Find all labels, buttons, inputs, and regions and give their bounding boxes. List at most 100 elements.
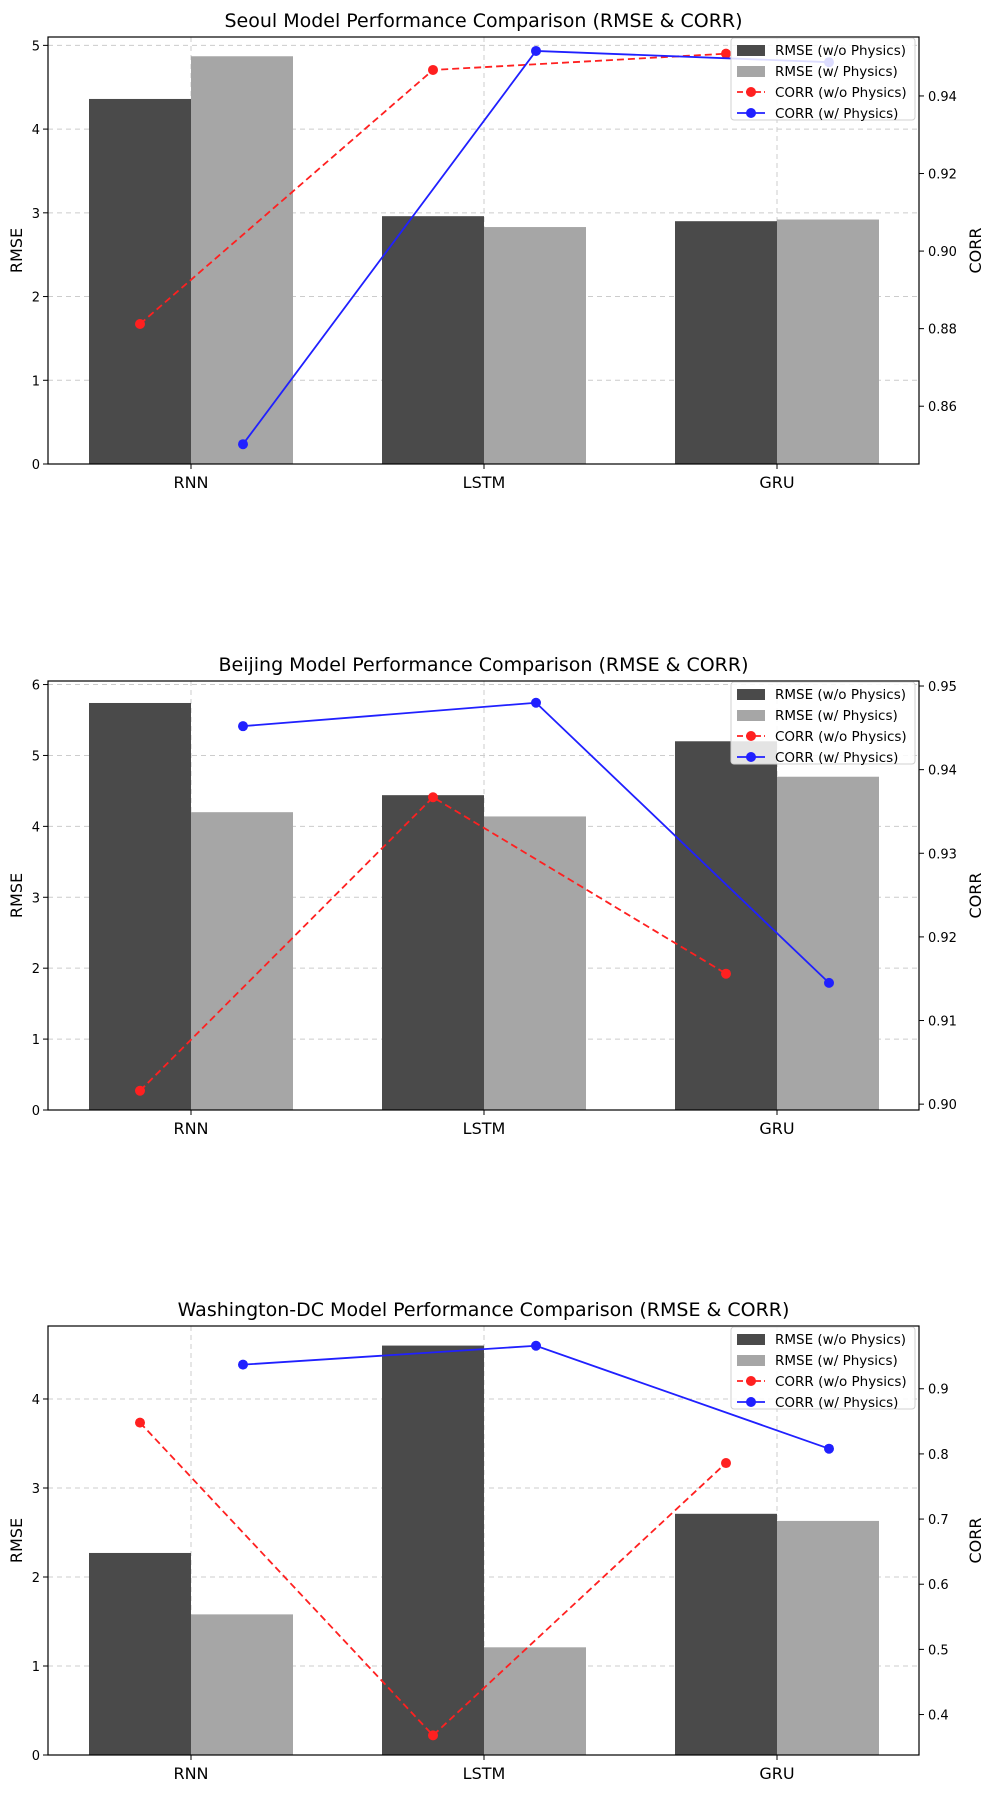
x-tick-label: RNN <box>173 1119 208 1138</box>
legend-marker <box>746 1397 756 1407</box>
x-tick-label: LSTM <box>463 1764 506 1783</box>
y2-tick-label: 0.94 <box>928 90 957 105</box>
legend-marker <box>746 87 756 97</box>
y2-axis-label: CORR <box>966 1518 985 1564</box>
y2-tick-label: 0.86 <box>928 400 957 415</box>
chart-panel-3: Washington-DC Model Performance Comparis… <box>7 1299 985 1783</box>
y-tick-label: 0 <box>32 1749 40 1764</box>
y2-tick-label: 0.8 <box>928 1448 949 1463</box>
legend-swatch <box>737 1334 765 1345</box>
x-tick-label: GRU <box>759 1764 794 1783</box>
x-tick-label: RNN <box>173 1764 208 1783</box>
point-corr-with-physics-gru <box>824 1443 834 1454</box>
line-corr-without-physics <box>139 796 727 1092</box>
y-tick-label: 4 <box>32 123 40 138</box>
legend-label: CORR (w/ Physics) <box>775 106 898 122</box>
y2-tick-label: 0.4 <box>928 1709 949 1724</box>
point-corr-with-physics-rnn <box>238 721 248 732</box>
bar-rmse-without-physics-rnn <box>89 702 191 1110</box>
y2-tick-label: 0.95 <box>928 680 957 695</box>
legend-box <box>730 37 916 121</box>
y2-tick-label: 0.90 <box>928 1098 957 1113</box>
legend-label: RMSE (w/o Physics) <box>775 43 906 59</box>
y-tick-label: 1 <box>32 1033 40 1048</box>
point-corr-with-physics-rnn <box>238 1359 248 1370</box>
legend-swatch <box>737 710 765 721</box>
x-tick-label: GRU <box>759 473 794 492</box>
bar-rmse-with-physics-gru <box>777 776 879 1110</box>
bar-rmse-without-physics-rnn <box>89 98 191 465</box>
bar-rmse-without-physics-rnn <box>89 1552 191 1755</box>
legend-marker <box>746 1376 756 1386</box>
y-tick-label: 2 <box>32 291 40 306</box>
legend-marker <box>746 752 756 762</box>
chart-title: Seoul Model Performance Comparison (RMSE… <box>224 10 742 32</box>
bar-rmse-without-physics-lstm <box>382 795 484 1110</box>
point-corr-with-physics-lstm <box>531 45 541 56</box>
point-corr-without-physics-rnn <box>135 1417 145 1428</box>
point-corr-with-physics-lstm <box>531 1340 541 1351</box>
point-corr-without-physics-lstm <box>428 792 438 803</box>
y-tick-label: 6 <box>32 679 40 694</box>
y2-axis-label: CORR <box>966 228 985 274</box>
legend-swatch <box>737 66 765 77</box>
legend-label: RMSE (w/ Physics) <box>775 708 898 724</box>
y2-axis-label: CORR <box>966 873 985 919</box>
x-tick-label: RNN <box>173 473 208 492</box>
point-corr-without-physics-rnn <box>135 1085 145 1096</box>
x-tick-label: LSTM <box>463 1119 506 1138</box>
y-tick-label: 2 <box>32 1571 40 1586</box>
y-tick-label: 2 <box>32 962 40 977</box>
legend-label: RMSE (w/o Physics) <box>775 687 906 703</box>
point-corr-without-physics-rnn <box>135 318 145 329</box>
legend: RMSE (w/o Physics) RMSE (w/ Physics) CORR … <box>730 681 916 766</box>
chart-title: Washington-DC Model Performance Comparis… <box>178 1299 790 1321</box>
y-tick-label: 4 <box>32 1393 40 1408</box>
legend-swatch <box>737 1355 765 1366</box>
y-axis-label: RMSE <box>7 1518 26 1563</box>
point-corr-without-physics-gru <box>721 48 731 59</box>
y2-tick-label: 0.6 <box>928 1578 949 1593</box>
legend-label: CORR (w/o Physics) <box>775 1374 907 1390</box>
y2-tick-label: 0.90 <box>928 245 957 260</box>
y2-tick-label: 0.92 <box>928 931 957 946</box>
bar-rmse-with-physics-rnn <box>191 812 293 1110</box>
x-tick-label: LSTM <box>463 473 506 492</box>
point-corr-without-physics-lstm <box>428 1730 438 1741</box>
y-tick-label: 3 <box>32 891 40 906</box>
bar-rmse-without-physics-lstm <box>382 1345 484 1755</box>
point-corr-with-physics-gru <box>824 977 834 988</box>
bar-rmse-with-physics-lstm <box>484 1647 586 1755</box>
point-corr-with-physics-rnn <box>238 439 248 450</box>
legend-label: CORR (w/o Physics) <box>775 729 907 745</box>
y-tick-label: 1 <box>32 374 40 389</box>
bar-rmse-with-physics-rnn <box>191 1614 293 1755</box>
y2-tick-label: 0.5 <box>928 1643 949 1658</box>
line-corr-without-physics <box>139 1422 727 1737</box>
point-corr-without-physics-gru <box>721 968 731 979</box>
legend-label: CORR (w/ Physics) <box>775 750 898 766</box>
legend-box <box>730 1326 916 1410</box>
legend-label: CORR (w/ Physics) <box>775 1395 898 1411</box>
legend-marker <box>746 731 756 741</box>
chart-panel-1: Seoul Model Performance Comparison (RMSE… <box>7 10 985 492</box>
y-tick-label: 5 <box>32 749 40 764</box>
legend-label: RMSE (w/ Physics) <box>775 1353 898 1369</box>
y-tick-label: 5 <box>32 39 40 54</box>
bar-rmse-without-physics-gru <box>675 221 777 464</box>
bar-rmse-without-physics-lstm <box>382 216 484 464</box>
bar-rmse-without-physics-gru <box>675 741 777 1110</box>
y-tick-label: 0 <box>32 1104 40 1119</box>
legend-label: RMSE (w/o Physics) <box>775 1332 906 1348</box>
x-tick-label: GRU <box>759 1119 794 1138</box>
y-axis-label: RMSE <box>7 873 26 918</box>
chart-title: Beijing Model Performance Comparison (RM… <box>218 654 748 676</box>
bar-rmse-with-physics-lstm <box>484 816 586 1110</box>
y-tick-label: 3 <box>32 207 40 222</box>
y2-tick-label: 0.93 <box>928 847 957 862</box>
legend: RMSE (w/o Physics) RMSE (w/ Physics) CORR … <box>730 1326 916 1411</box>
y2-tick-label: 0.94 <box>928 764 957 779</box>
legend-swatch <box>737 45 765 56</box>
y2-tick-label: 0.88 <box>928 323 957 338</box>
